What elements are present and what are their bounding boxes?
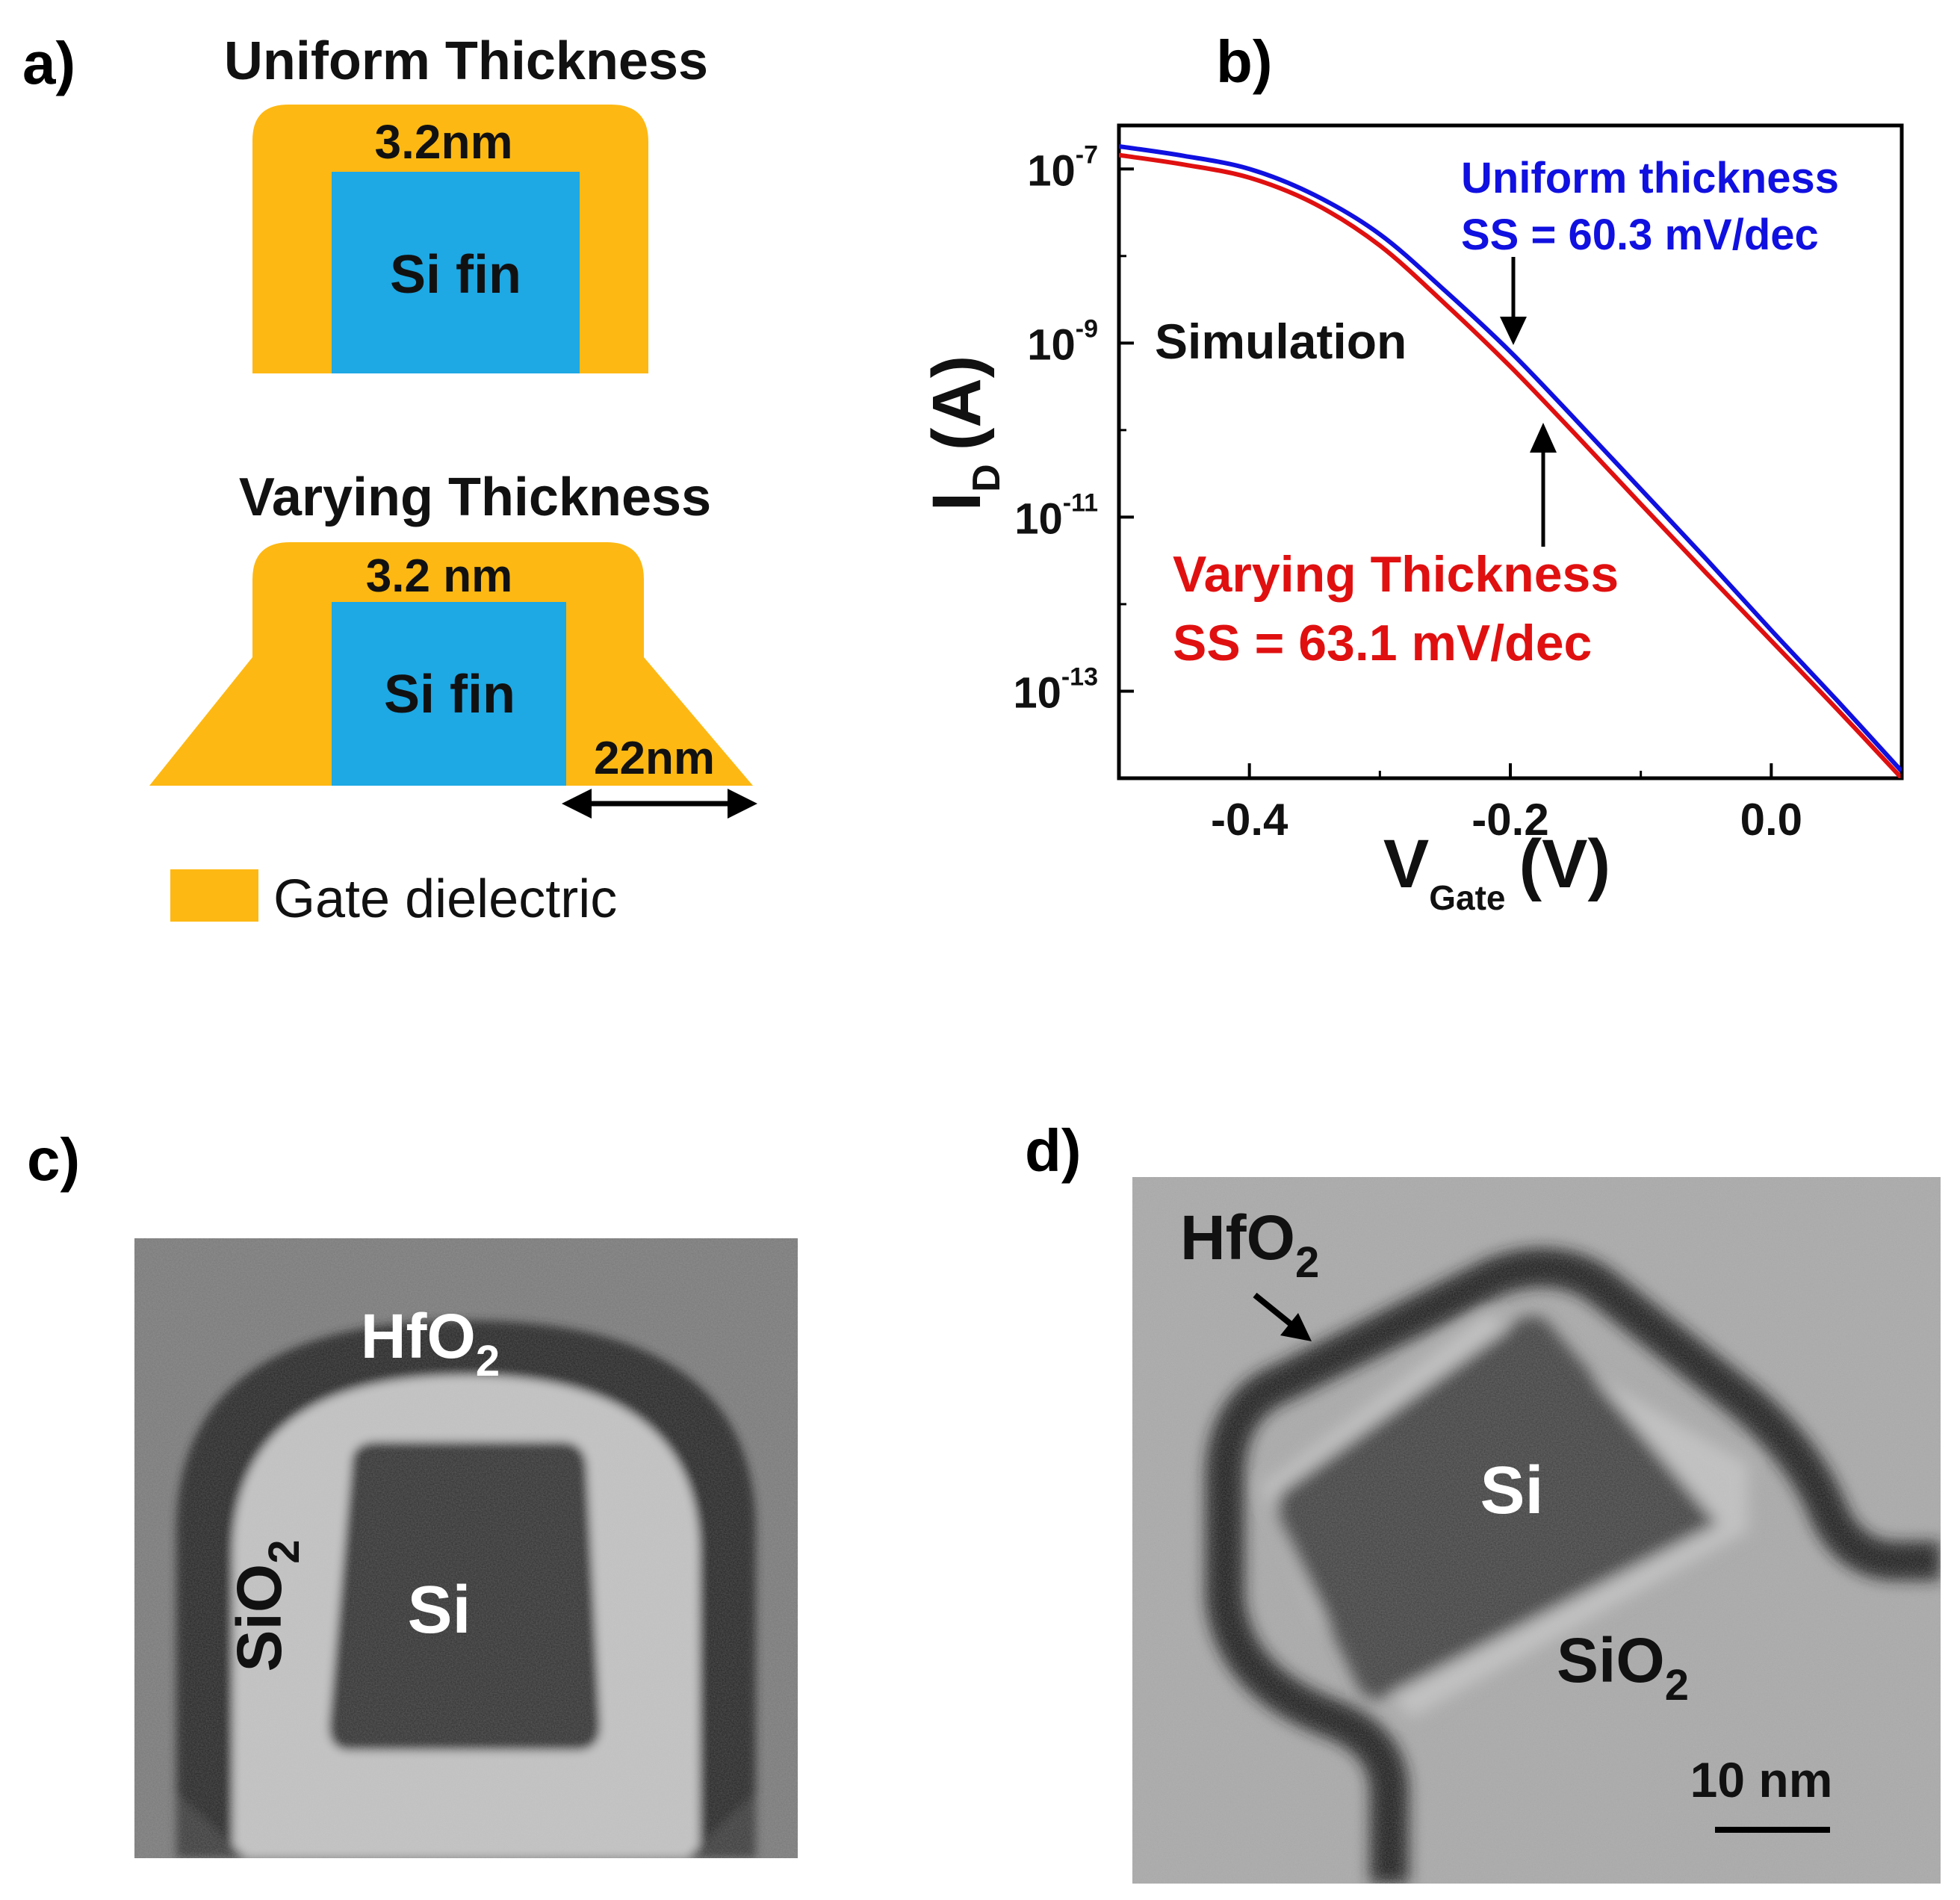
x-axis-label: VGate (V) [1383, 826, 1610, 917]
series-line-uniform [1119, 144, 1902, 773]
tick-layer: -0.4 -0.2 0.0 10-7 10-9 10-11 10-13 [1013, 140, 1903, 845]
x-axis-label-sub: Gate [1429, 878, 1505, 917]
d-sio2-label: SiO2 [1557, 1625, 1689, 1710]
double-arrow-icon [562, 789, 757, 819]
c-hfo2-sub: 2 [476, 1337, 500, 1385]
c-hfo2-label: HfO2 [361, 1301, 500, 1385]
y-axis-label-sub: D [965, 464, 1008, 492]
varying-ss-label: SS = 63.1 mV/dec [1173, 615, 1592, 671]
d-si-label: Si [1480, 1453, 1543, 1528]
legend-swatch [170, 869, 258, 922]
varying-si-fin [332, 602, 566, 786]
panel-c: c) HfO2 SiO2 Si [27, 1126, 798, 1858]
scale-bar-label: 10 nm [1690, 1752, 1833, 1807]
legend-label: Gate dielectric [273, 869, 617, 929]
c-sio2-base: SiO [224, 1564, 294, 1672]
tem-image-c [134, 1238, 798, 1858]
uniform-arrow-icon [1500, 257, 1527, 345]
varying-series-label: Varying Thickness [1173, 546, 1619, 603]
d-hfo2-label: HfO2 [1180, 1202, 1319, 1287]
uniform-series-label: Uniform thickness [1461, 154, 1839, 202]
tem-image-d [1132, 1177, 1941, 1884]
x-axis-label-unit: (V) [1519, 826, 1611, 902]
varying-arrow-icon [1530, 423, 1557, 547]
d-hfo2-sub: 2 [1295, 1238, 1319, 1287]
panel-c-label: c) [27, 1126, 80, 1193]
d-hfo2-base: HfO [1180, 1202, 1295, 1273]
panel-b-label: b) [1216, 28, 1273, 95]
x-axis-label-main: V [1383, 826, 1429, 902]
uniform-thickness-label: 3.2nm [375, 115, 513, 169]
c-sio2-label: SiO2 [224, 1540, 308, 1672]
y-axis-label: ID (A) [919, 356, 1008, 512]
y-tick-label: 10-9 [1027, 314, 1098, 369]
varying-fin-label: Si fin [384, 665, 515, 724]
x-tick-label: 0.0 [1740, 795, 1802, 845]
panel-d-label: d) [1025, 1117, 1082, 1184]
panel-a: a) Uniform Thickness 3.2nm Si fin Varyin… [22, 30, 757, 929]
uniform-title: Uniform Thickness [224, 31, 708, 91]
x-tick-label: -0.4 [1211, 795, 1288, 845]
varying-base-label: 22nm [594, 733, 715, 784]
uniform-fin-label: Si fin [390, 245, 521, 305]
y-tick-label: 10-7 [1027, 140, 1098, 195]
d-hfo2-arrow-icon [1253, 1292, 1312, 1341]
c-hfo2-base: HfO [361, 1301, 476, 1371]
y-tick-label: 10-11 [1014, 488, 1098, 543]
d-sio2-sub: 2 [1665, 1661, 1689, 1710]
x-tick-label: -0.2 [1471, 795, 1548, 845]
svg-text:SiO2: SiO2 [224, 1540, 308, 1672]
varying-title: Varying Thickness [239, 468, 711, 527]
svg-text:ID(A): ID (A) [919, 356, 1008, 512]
series-line-varying [1119, 152, 1902, 778]
y-axis-label-unit: (A) [919, 356, 995, 451]
c-sio2-sub: 2 [260, 1540, 308, 1564]
d-sio2-base: SiO [1557, 1625, 1665, 1695]
panel-d: d) HfO2 Si SiO2 10 nm [1025, 1117, 1941, 1884]
uniform-ss-label: SS = 60.3 mV/dec [1461, 211, 1819, 259]
simulation-annotation: Simulation [1155, 314, 1407, 369]
y-tick-label: 10-13 [1013, 662, 1098, 717]
uniform-si-fin [332, 172, 580, 373]
panel-a-label: a) [22, 30, 75, 96]
panel-b: b) -0.4 -0.2 0.0 10-7 10-9 10-11 10-13 ID (A) V… [919, 28, 1904, 917]
varying-thickness-label: 3.2 nm [366, 550, 512, 602]
y-axis-label-main: I [919, 492, 995, 512]
series-layer [1119, 144, 1902, 778]
c-si-label: Si [407, 1573, 471, 1648]
